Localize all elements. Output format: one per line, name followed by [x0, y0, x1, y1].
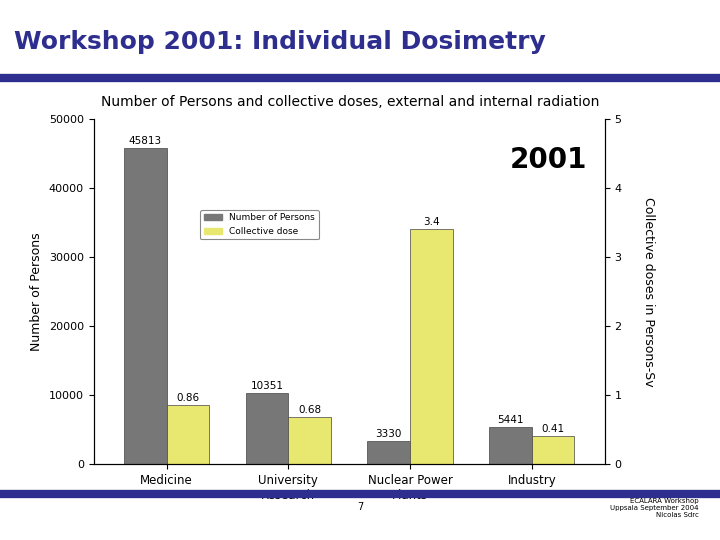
Text: 45813: 45813	[129, 136, 162, 146]
Bar	[246, 393, 288, 464]
Y-axis label: Number of Persons: Number of Persons	[30, 232, 43, 351]
Text: ECALARA Workshop
Uppsala September 2004
Nicolas Sdrc: ECALARA Workshop Uppsala September 2004 …	[610, 498, 698, 518]
Text: 0.41: 0.41	[541, 424, 564, 434]
Text: 0.68: 0.68	[298, 406, 321, 415]
Bar	[166, 405, 210, 464]
Text: 2001: 2001	[510, 146, 588, 174]
Text: 7: 7	[357, 502, 363, 512]
Text: Number of Persons and collective doses, external and internal radiation: Number of Persons and collective doses, …	[101, 94, 599, 109]
Legend: Number of Persons, Collective dose: Number of Persons, Collective dose	[200, 210, 319, 239]
Text: 3.4: 3.4	[423, 217, 440, 227]
Text: 3330: 3330	[376, 429, 402, 440]
Text: 0.86: 0.86	[176, 393, 199, 403]
Bar	[532, 436, 575, 464]
Bar	[489, 427, 532, 464]
Bar	[124, 148, 166, 464]
Text: 5441: 5441	[498, 415, 523, 425]
Text: Workshop 2001: Individual Dosimetry: Workshop 2001: Individual Dosimetry	[14, 30, 546, 53]
Bar	[288, 417, 331, 464]
Y-axis label: Collective doses in Persons-Sv: Collective doses in Persons-Sv	[642, 197, 655, 387]
Text: 10351: 10351	[251, 381, 284, 391]
Bar	[410, 230, 453, 464]
Bar	[367, 441, 410, 464]
